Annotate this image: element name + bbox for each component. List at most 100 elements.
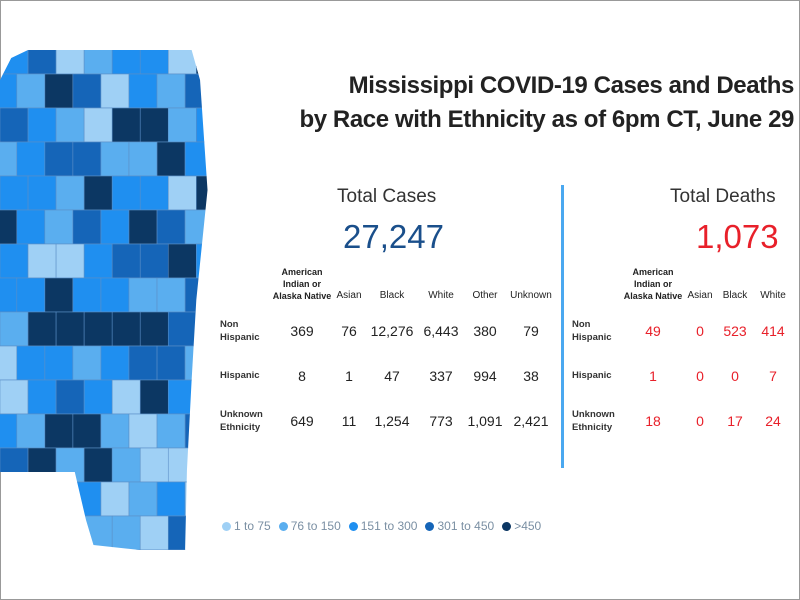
row-label: Hispanic: [220, 370, 260, 381]
county: [128, 345, 158, 381]
county: [72, 345, 102, 381]
table-row: Non Hispanic 49 0 523 414: [572, 308, 792, 353]
county: [167, 311, 197, 347]
county: [0, 481, 18, 517]
legend-swatch: [348, 522, 358, 531]
county: [139, 243, 169, 279]
county: [184, 141, 208, 177]
total-deaths-header: Total Deaths: [670, 186, 776, 207]
county: [27, 243, 57, 279]
county: [44, 277, 74, 313]
county: [128, 209, 158, 245]
table-cell: 523: [723, 322, 747, 339]
legend-item: >450: [502, 519, 541, 533]
column-header: Black: [722, 290, 748, 301]
county: [55, 515, 85, 550]
county: [167, 50, 197, 75]
county: [213, 142, 215, 176]
table-row: Hispanic 1 0 0 7: [572, 353, 792, 398]
deaths-table: American Indian or Alaska Native Asian Bla…: [572, 266, 792, 443]
table-cell: 649: [290, 412, 314, 429]
legend-label: 76 to 150: [290, 519, 341, 533]
table-cell: 380: [473, 322, 497, 339]
county: [27, 50, 57, 75]
county: [0, 175, 29, 211]
county: [0, 277, 18, 313]
county: [55, 243, 85, 279]
county: [0, 107, 29, 143]
table-cell: 79: [523, 322, 539, 339]
county: [55, 379, 85, 415]
county: [83, 447, 113, 483]
county: [128, 141, 158, 177]
header-row: American Indian or Alaska Native Asian Bla…: [572, 266, 792, 308]
county: [139, 50, 169, 75]
county: [72, 209, 102, 245]
table-cell: 369: [290, 322, 314, 339]
county: [100, 481, 130, 517]
county: [83, 311, 113, 347]
county: [100, 141, 130, 177]
county: [16, 73, 46, 109]
title-line-2: by Race with Ethnicity as of 6pm CT, Jun…: [299, 106, 794, 133]
county: [100, 345, 130, 381]
table-cell: 2,421: [513, 412, 549, 429]
column-header: American Indian or Alaska Native: [272, 267, 332, 301]
table-cell: 1: [345, 367, 353, 384]
county: [55, 50, 85, 75]
row-label: Hispanic: [572, 370, 612, 381]
column-header: Unknown: [510, 290, 552, 301]
county: [111, 243, 141, 279]
mississippi-county-map: [0, 50, 215, 560]
legend-item: 76 to 150: [278, 519, 341, 533]
county: [16, 549, 46, 550]
county: [196, 311, 208, 347]
county: [16, 413, 46, 449]
county: [184, 209, 208, 245]
table-row: Unknown Ethnicity 18 0 17 24: [572, 398, 792, 443]
county: [184, 277, 208, 313]
cases-table: American Indian or Alaska Native Asian Bla…: [220, 266, 556, 443]
county: [27, 175, 57, 211]
county: [83, 175, 113, 211]
county: [184, 413, 208, 449]
table-cell: 0: [696, 412, 704, 429]
county: [167, 107, 197, 143]
county: [156, 481, 186, 517]
county: [167, 175, 197, 211]
table-cell: 994: [473, 367, 497, 384]
row-label: Non Hispanic: [572, 318, 612, 343]
table-cell: 18: [645, 412, 661, 429]
column-header: Black: [379, 290, 405, 301]
county: [196, 515, 208, 550]
county: [139, 515, 169, 550]
county: [27, 515, 57, 550]
table-cell: 337: [429, 367, 453, 384]
county: [156, 345, 186, 381]
table-cell: 773: [429, 412, 453, 429]
legend-swatch: [222, 522, 231, 531]
county: [128, 413, 158, 449]
county: [0, 73, 18, 109]
header-row: American Indian or Alaska Native Asian Bla…: [220, 266, 556, 308]
county: [184, 73, 208, 109]
column-header: Asian: [687, 290, 713, 301]
county: [156, 73, 186, 109]
county: [196, 107, 208, 143]
county: [213, 278, 215, 312]
county: [196, 447, 208, 483]
county: [0, 447, 29, 483]
county: [213, 210, 215, 244]
county: [16, 209, 46, 245]
county: [44, 549, 74, 550]
county: [213, 550, 215, 560]
legend-item: 301 to 450: [425, 519, 494, 533]
county: [72, 277, 102, 313]
county: [55, 311, 85, 347]
county: [83, 379, 113, 415]
county: [167, 243, 197, 279]
row-label: Unknown Ethnicity: [220, 408, 263, 433]
county: [0, 345, 18, 381]
county: [213, 74, 215, 108]
county: [72, 141, 102, 177]
